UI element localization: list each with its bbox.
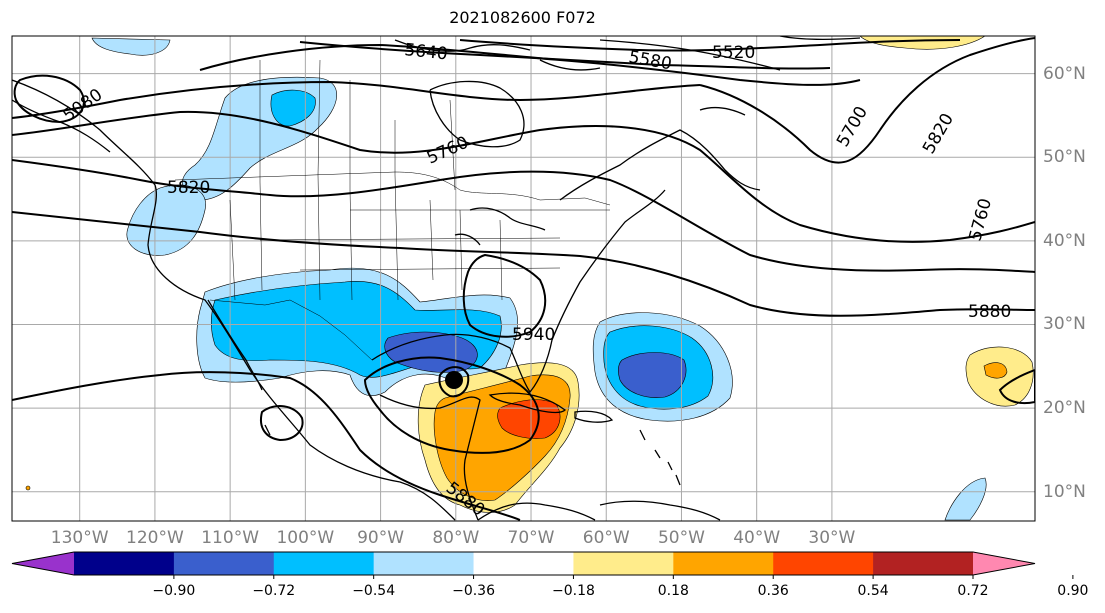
pacific-coastline (12, 79, 456, 521)
colorbar-bin (373, 552, 475, 575)
colorbar-bin (173, 552, 275, 575)
colorbar-extend-low (12, 552, 74, 575)
pacific-island (264, 424, 271, 436)
contour-5940-south (363, 356, 540, 454)
contour-closed-gulf (260, 405, 304, 442)
longitude-tick-label: 100°W (276, 528, 335, 548)
longitude-tick-label: 80°W (432, 528, 480, 548)
atlantic-canada-coastline (559, 129, 761, 201)
longitude-tick-label: 60°W (582, 528, 630, 548)
colorbar-tick-label: 0.72 (957, 583, 989, 599)
contour-5520 (459, 39, 961, 52)
latitude-tick-label: 40°N (1043, 230, 1086, 251)
negative-anomaly-atlantic-core (617, 352, 687, 398)
longitude-tick-label: 110°W (201, 528, 260, 548)
central-america-coastline (477, 502, 596, 521)
colorbar-tick-label: 0.18 (657, 583, 689, 599)
colorbar-extend-high (973, 552, 1035, 575)
colorbar-bin (473, 552, 574, 575)
contour-5940-ring (462, 253, 547, 338)
latitude-tick-label: 50°N (1043, 147, 1086, 168)
greenland-coastline (699, 36, 861, 116)
contour-5760 (12, 110, 1035, 243)
hudson-bay-coastline (429, 80, 525, 148)
colorbar-tick-label: −0.54 (352, 583, 396, 599)
positive-anomaly-far-east-core (983, 362, 1008, 379)
longitude-tick-label: 130°W (50, 528, 109, 548)
contour-5880 (12, 211, 1035, 317)
height-contours (12, 37, 1035, 521)
yucatan-coastline (379, 394, 481, 521)
contour-5940-core (438, 366, 470, 398)
state-lines-west (229, 174, 399, 301)
baja-coastline (207, 299, 263, 391)
colorbar-tick-label: −0.90 (152, 583, 196, 599)
longitude-tick-label: 30°W (808, 528, 856, 548)
positive-anomaly-small-dot (25, 485, 31, 491)
contour-5880-south (12, 371, 521, 521)
contour-closed-northwest (13, 74, 85, 124)
hispaniola-coastline (574, 410, 614, 423)
us-mexico-border (209, 299, 373, 361)
contour-label: 5520 (712, 43, 755, 63)
contour-5640 (199, 43, 861, 86)
colorbar-tick-label: −0.36 (452, 583, 495, 599)
figure-title: 2021082600 F072 (449, 8, 596, 27)
anomaly-shading (25, 36, 1034, 521)
colorbar-tick-label: −0.72 (252, 583, 296, 599)
latitude-tick-label: 10°N (1043, 481, 1086, 502)
colorbar-bin (673, 552, 774, 575)
latitude-tick-label: 30°N (1043, 314, 1086, 335)
colorbar-tick-label: 0.36 (757, 583, 789, 599)
longitude-tick-label: 40°W (733, 528, 781, 548)
contour-5700-east (699, 37, 1035, 164)
coastlines (12, 36, 861, 521)
south-america-coastline (599, 500, 721, 521)
longitude-tick-label: 90°W (357, 528, 405, 548)
colorbar-outline (11, 551, 1036, 576)
us-canada-border (174, 171, 611, 206)
colorbar-tick-label: 0.54 (857, 583, 889, 599)
contour-5820-west (12, 159, 441, 198)
colorbar-tick-label: −0.18 (551, 583, 595, 599)
longitude-tick-label: 70°W (507, 528, 555, 548)
cuba-coastline (488, 392, 566, 414)
colorbar-bin (773, 552, 874, 575)
colorbar-bin (573, 552, 674, 575)
storm-center-marker (445, 371, 463, 389)
longitude-tick-label: 120°W (126, 528, 184, 548)
map-frame (11, 35, 1036, 522)
contour-far-east-ring (998, 368, 1035, 405)
colorbar-tick-label: 0.90 (1057, 583, 1089, 599)
negative-anomaly-northwest-core (270, 89, 316, 127)
colorbar (11, 551, 1074, 579)
negative-anomaly-north-coast (91, 37, 171, 56)
contour-5820-east (439, 170, 1035, 273)
colorbar-bin (873, 552, 974, 575)
colorbar-bin (74, 552, 175, 575)
negative-anomaly-pacific-coast (126, 184, 206, 256)
colorbar-bin (273, 552, 375, 575)
longitude-tick-label: 50°W (657, 528, 705, 548)
contour-label: 5880 (968, 302, 1011, 322)
antilles-islands (639, 429, 681, 486)
positive-anomaly-caribbean-core (497, 399, 561, 439)
contour-5700-west (12, 80, 701, 119)
contour-label: 5940 (512, 325, 555, 345)
gulf-coastline (371, 189, 666, 394)
great-lakes (454, 207, 546, 246)
contour-label: 5640 (403, 40, 448, 64)
contour-label: 5820 (167, 178, 210, 198)
graticule (12, 36, 1035, 521)
negative-anomaly-far-east (944, 477, 987, 521)
latitude-tick-label: 20°N (1043, 398, 1086, 419)
latitude-tick-label: 60°N (1043, 63, 1086, 84)
